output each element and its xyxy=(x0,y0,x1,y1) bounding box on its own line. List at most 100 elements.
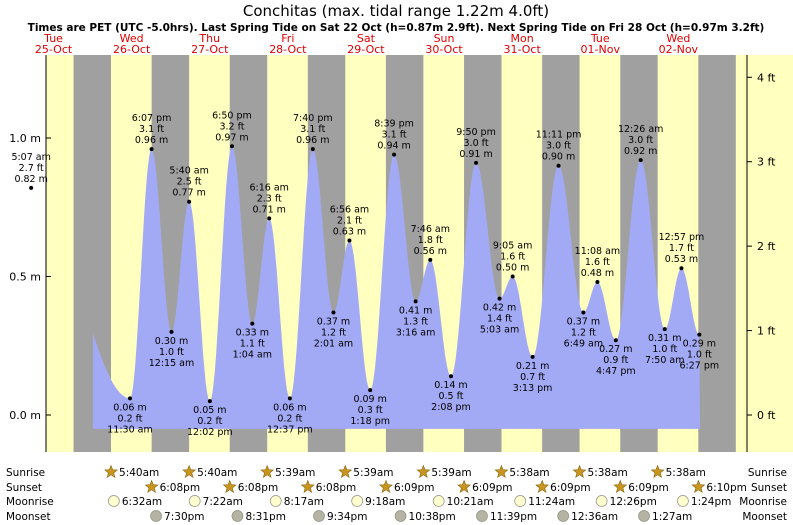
moonset-time: 1:27am xyxy=(652,511,692,523)
tide-point xyxy=(595,280,600,285)
moon-icon xyxy=(432,495,445,507)
day-name: Thu xyxy=(198,32,220,45)
day-date: 31-Oct xyxy=(504,43,542,56)
tide-label: 12:15 am xyxy=(149,358,194,369)
sunrise-time: 5:39am xyxy=(275,467,315,479)
tide-label: 0.37 m xyxy=(317,317,350,328)
right-tick-label: 3 ft xyxy=(757,156,776,169)
tide-label: 1.6 ft xyxy=(500,252,525,263)
tide-label: 0.94 m xyxy=(377,141,410,152)
chart-subtitle: Times are PET (UTC -5.0hrs). Last Spring… xyxy=(28,22,765,34)
tide-label: 3.0 ft xyxy=(628,135,653,146)
right-tick-label: 4 ft xyxy=(757,71,776,84)
day-name: Sat xyxy=(357,32,376,45)
sunrise-time: 5:39am xyxy=(431,467,471,479)
tide-label: 0.42 m xyxy=(483,303,516,314)
tide-label: 4:47 pm xyxy=(596,366,636,377)
tide-point xyxy=(556,163,561,168)
tide-label: 0.9 ft xyxy=(603,355,628,366)
tide-label: 1.4 ft xyxy=(487,314,512,325)
tide-label: 12:26 am xyxy=(618,124,663,135)
tide-label: 9:50 pm xyxy=(456,127,496,138)
moonrise-time: 1:24pm xyxy=(691,496,731,508)
tide-label: 2:08 pm xyxy=(431,402,471,413)
tide-label: 3.1 ft xyxy=(300,124,325,135)
tide-area-layer xyxy=(92,146,700,429)
tide-label: 0.30 m xyxy=(155,336,188,347)
tide-label: 12:02 pm xyxy=(187,427,233,438)
left-tick-label: 0.5 m xyxy=(9,271,41,284)
moonset-time: 7:30pm xyxy=(164,511,204,523)
tide-label: 0.53 m xyxy=(665,254,698,265)
tide-label: 3.1 ft xyxy=(382,130,407,141)
day-name: Mon xyxy=(511,32,534,45)
day-name: Sun xyxy=(434,32,455,45)
moonrise-time: 6:32am xyxy=(122,496,162,508)
tide-label: 6:27 pm xyxy=(680,361,720,372)
tide-point xyxy=(474,160,479,165)
right-tick-label: 1 ft xyxy=(757,325,776,338)
day-date: 02-Nov xyxy=(659,43,699,56)
sun-icon xyxy=(338,464,353,478)
tide-point xyxy=(428,257,433,262)
tide-label: 0.7 ft xyxy=(520,372,545,383)
sun-icon xyxy=(379,479,393,493)
day-date: 30-Oct xyxy=(425,43,463,56)
tide-label: 7:40 pm xyxy=(293,113,333,124)
tide-label: 3:13 pm xyxy=(513,383,553,394)
tide-point xyxy=(413,299,418,304)
tide-label: 1.0 ft xyxy=(159,347,184,358)
sunset-time: 6:08pm xyxy=(316,482,356,494)
tide-label: 0.2 ft xyxy=(197,416,222,427)
tide-label: 1.7 ft xyxy=(669,243,694,254)
tide-label: 1:18 pm xyxy=(350,416,390,427)
tide-label: 11:11 pm xyxy=(536,130,582,141)
tide-point xyxy=(229,144,234,149)
tide-label: 2:01 am xyxy=(314,339,353,350)
tide-label: 0.06 m xyxy=(113,402,146,413)
tide-point xyxy=(581,310,586,315)
tide-label: 2.5 ft xyxy=(177,177,202,188)
moon-icon xyxy=(677,495,689,507)
tide-label: 0.21 m xyxy=(516,361,549,372)
moon-icon xyxy=(269,495,282,507)
moon-icon xyxy=(476,510,488,522)
tide-label: 11:30 am xyxy=(107,424,152,435)
tide-label: 5:40 am xyxy=(169,166,208,177)
tide-label: 0.97 m xyxy=(215,132,248,143)
tide-point xyxy=(149,147,154,152)
tide-label: 1.1 ft xyxy=(240,339,265,350)
tide-label: 0.37 m xyxy=(567,317,600,328)
tide-label: 0.2 ft xyxy=(277,413,302,424)
moonrise-time: 10:21am xyxy=(447,496,494,508)
moon-icon xyxy=(313,510,325,522)
sun-icon xyxy=(650,464,665,478)
sunset-time: 6:09pm xyxy=(394,482,434,494)
tide-label: 1:04 am xyxy=(233,350,272,361)
tide-point xyxy=(697,332,702,337)
row-label-left: Sunset xyxy=(6,482,42,494)
tide-label: 0.50 m xyxy=(496,263,529,274)
moon-icon xyxy=(557,510,570,522)
moonset-time: 10:38pm xyxy=(409,511,456,523)
sun-icon xyxy=(494,464,509,478)
tide-label: 0.29 m xyxy=(683,339,716,350)
day-name: Tue xyxy=(43,32,63,45)
tide-label: 7:50 am xyxy=(645,355,684,366)
sun-icon xyxy=(416,464,431,478)
tide-label: 7:46 am xyxy=(411,224,450,235)
tide-label: 0.3 ft xyxy=(358,405,383,416)
moonset-time: 8:31pm xyxy=(245,511,285,523)
moonset-time: 9:34pm xyxy=(327,511,367,523)
tide-label: 3.1 ft xyxy=(139,124,164,135)
sun-icon xyxy=(222,479,237,493)
day-name: Tue xyxy=(590,32,610,45)
tide-label: 0.05 m xyxy=(193,405,226,416)
tide-label: 6:16 am xyxy=(249,182,288,193)
tide-point xyxy=(169,329,174,334)
moon-icon xyxy=(188,495,201,507)
sunrise-time: 5:40am xyxy=(119,467,159,479)
tide-label: 11:08 am xyxy=(575,246,620,257)
tide-point xyxy=(662,327,667,332)
sunset-time: 6:09pm xyxy=(628,482,668,494)
